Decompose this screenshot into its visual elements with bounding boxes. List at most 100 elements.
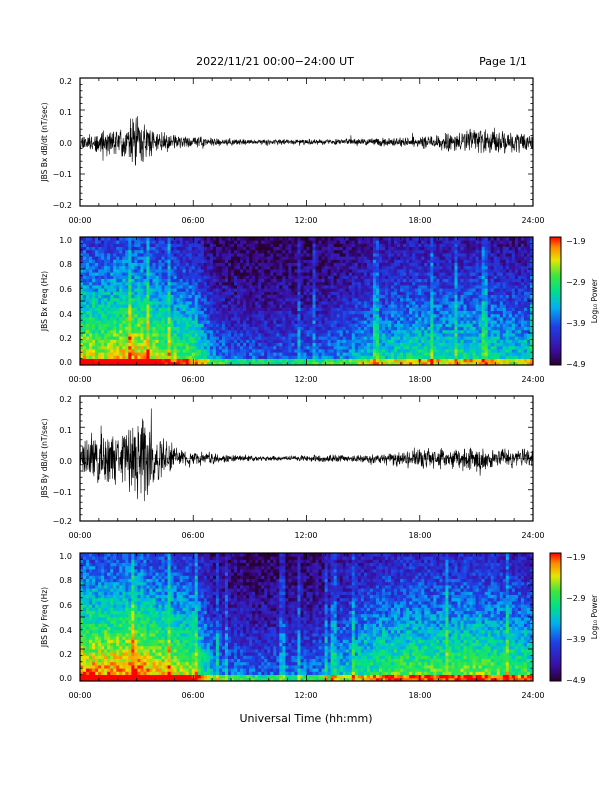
heatmap-cell	[261, 272, 265, 276]
heatmap-cell	[125, 301, 129, 305]
heatmap-cell	[279, 355, 283, 359]
heatmap-cell	[366, 275, 371, 279]
heatmap-cell	[294, 310, 298, 315]
heatmap-cell	[342, 240, 347, 244]
heatmap-cell	[246, 243, 250, 247]
heatmap-cell	[249, 329, 253, 334]
heatmap-cell	[288, 249, 292, 254]
heatmap-cell	[333, 361, 338, 366]
heatmap-cell	[234, 329, 238, 334]
heatmap-cell	[279, 281, 283, 286]
heatmap-cell	[185, 281, 190, 286]
heatmap-cell	[273, 275, 277, 279]
heatmap-cell	[234, 361, 238, 366]
heatmap-cell	[122, 329, 126, 334]
heatmap-cell	[291, 246, 295, 251]
heatmap-cell	[351, 349, 356, 353]
heatmap-cell	[342, 358, 347, 363]
heatmap-cell	[279, 269, 283, 273]
heatmap-cell	[342, 243, 347, 247]
heatmap-cell	[221, 329, 226, 334]
heatmap-cell	[240, 304, 244, 308]
heatmap-cell	[406, 358, 410, 363]
heatmap-cell	[209, 265, 214, 270]
heatmap-cell	[306, 237, 310, 241]
heatmap-cell	[318, 246, 322, 251]
heatmap-cell	[98, 294, 102, 299]
heatmap-cell	[176, 262, 181, 267]
heatmap-cell	[243, 301, 247, 305]
heatmap-cell	[342, 259, 347, 263]
heatmap-cell	[224, 291, 229, 295]
heatmap-cell	[369, 281, 374, 286]
heatmap-cell	[252, 259, 256, 263]
heatmap-cell	[167, 297, 171, 302]
heatmap-cell	[240, 313, 244, 318]
heatmap-cell	[158, 275, 162, 279]
heatmap-cell	[197, 285, 202, 289]
heatmap-cell	[270, 304, 274, 308]
panel-bx-ytick-labels: 0.2 0.1 0.0 −0.1 −0.2	[53, 77, 72, 210]
heatmap-cell	[173, 278, 178, 283]
heatmap-cell	[188, 339, 193, 343]
heatmap-cell	[110, 278, 114, 283]
heatmap-cell	[415, 323, 419, 327]
heatmap-cell	[406, 310, 410, 315]
heatmap-cell	[128, 259, 132, 263]
heatmap-cell	[83, 285, 87, 289]
heatmap-cell	[173, 304, 178, 308]
heatmap-cell	[167, 310, 171, 315]
heatmap-cell	[282, 333, 286, 337]
heatmap-cell	[95, 336, 99, 340]
heatmap-cell	[122, 307, 126, 311]
heatmap-cell	[354, 333, 359, 337]
heatmap-cell	[294, 342, 298, 347]
heatmap-cell	[303, 329, 307, 334]
heatmap-cell	[412, 333, 416, 337]
heatmap-cell	[354, 355, 359, 359]
heatmap-cell	[312, 240, 316, 244]
heatmap-cell	[200, 243, 205, 247]
heatmap-cell	[324, 333, 329, 337]
heatmap-cell	[285, 269, 289, 273]
heatmap-cell	[243, 243, 247, 247]
heatmap-cell	[227, 361, 232, 366]
heatmap-cell	[264, 253, 268, 257]
heatmap-cell	[170, 355, 175, 359]
heatmap-cell	[92, 301, 96, 305]
heatmap-cell	[149, 329, 153, 334]
heatmap-cell	[140, 320, 144, 324]
heatmap-cell	[179, 259, 184, 263]
heatmap-cell	[303, 246, 307, 251]
heatmap-cell	[273, 304, 277, 308]
heatmap-cell	[258, 313, 262, 318]
heatmap-cell	[164, 240, 168, 244]
heatmap-cell	[234, 326, 238, 331]
heatmap-cell	[237, 253, 241, 257]
heatmap-cell	[104, 352, 108, 356]
heatmap-cell	[155, 297, 159, 302]
heatmap-cell	[382, 262, 386, 267]
heatmap-cell	[357, 275, 362, 279]
heatmap-cell	[161, 358, 165, 363]
heatmap-cell	[294, 358, 298, 363]
heatmap-cell	[439, 291, 443, 295]
heatmap-cell	[86, 253, 90, 257]
heatmap-cell	[140, 291, 144, 295]
heatmap-cell	[375, 313, 380, 318]
heatmap-cell	[406, 342, 410, 347]
heatmap-cell	[354, 349, 359, 353]
heatmap-cell	[92, 269, 96, 273]
heatmap-cell	[285, 278, 289, 283]
heatmap-cell	[406, 253, 410, 257]
heatmap-cell	[318, 253, 322, 257]
heatmap-cell	[234, 342, 238, 347]
heatmap-cell	[206, 352, 211, 356]
heatmap-cell	[227, 240, 232, 244]
heatmap-cell	[179, 358, 184, 363]
heatmap-cell	[203, 342, 208, 347]
heatmap-cell	[224, 269, 229, 273]
heatmap-cell	[240, 345, 244, 350]
heatmap-cell	[267, 342, 271, 347]
heatmap-cell	[382, 297, 386, 302]
